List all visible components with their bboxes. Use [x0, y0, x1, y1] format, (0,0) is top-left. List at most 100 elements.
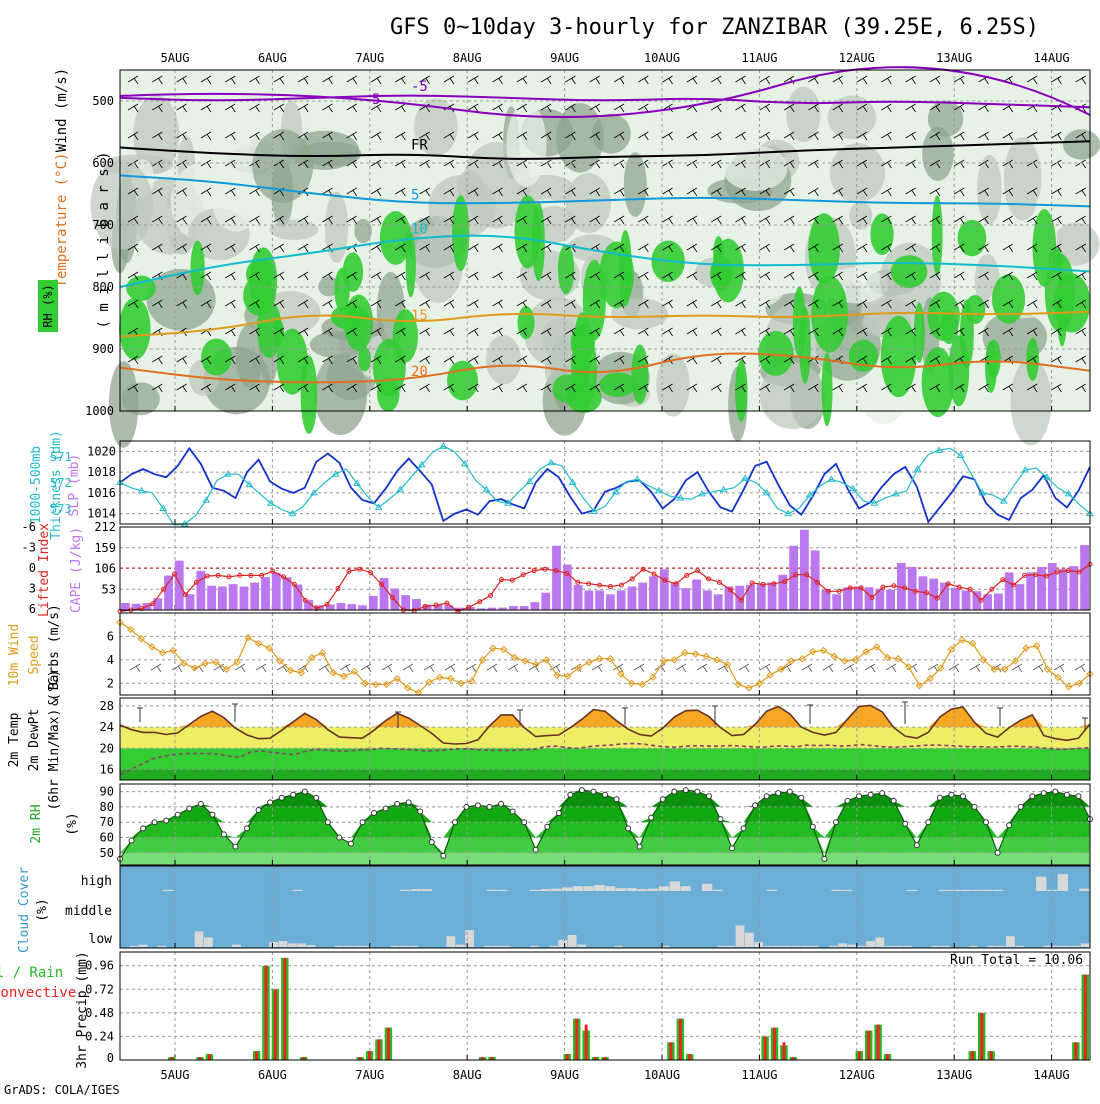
- bottom-day-label: 8AUG: [453, 1068, 482, 1082]
- rh2m-marker: [498, 800, 505, 807]
- thickness-line: [119, 445, 1091, 526]
- wind10-marker: [862, 647, 870, 656]
- wind-barb: [224, 327, 236, 337]
- rh2m-marker: [717, 816, 724, 823]
- rh2m-marker: [544, 823, 551, 830]
- li-marker: [629, 576, 635, 582]
- wind-barb: [759, 215, 771, 225]
- rh2m-marker: [983, 819, 990, 826]
- wind10-marker: [1086, 670, 1094, 678]
- cloud-bar-low: [203, 937, 213, 947]
- wind-barb: [881, 299, 892, 309]
- wind10-marker: [308, 653, 316, 662]
- wind10-marker: [841, 657, 849, 665]
- wind-barb: [322, 243, 333, 253]
- wind-barb: [589, 131, 601, 141]
- rh-green-blob: [957, 219, 987, 257]
- top-day-label: 9AUG: [550, 51, 579, 65]
- cloud-bar-low: [856, 945, 866, 947]
- wind-barb: [370, 215, 382, 225]
- cape-bar: [509, 606, 518, 610]
- precip-ytick: 0.96: [85, 959, 114, 973]
- surface-wind-barb: [1074, 663, 1086, 673]
- rh-blob: [354, 218, 372, 244]
- wind10-marker: [478, 656, 487, 664]
- rh2m-marker: [763, 793, 770, 800]
- wind-barb: [152, 215, 163, 225]
- precip-conv-bar: [170, 1057, 174, 1060]
- temp-band-yellow: [120, 727, 1090, 749]
- wind-barb: [516, 243, 528, 253]
- surface-wind-barb: [318, 663, 330, 673]
- rh-blob: [318, 276, 340, 297]
- li-ytick: -6: [22, 520, 36, 534]
- wind-barb: [176, 243, 187, 253]
- wind-barb: [419, 299, 430, 309]
- rh2m-marker: [729, 845, 736, 852]
- cape-bar: [552, 545, 561, 610]
- cloud-bar-high: [637, 889, 648, 891]
- wind-barb: [443, 243, 455, 253]
- rh2m-ytick: 50: [100, 846, 114, 860]
- thickness-marker: [805, 490, 814, 498]
- wind-barb: [540, 75, 552, 85]
- wind10-marker: [126, 625, 135, 634]
- cape-bar: [638, 582, 648, 610]
- cloud-bar-low: [716, 945, 726, 947]
- cloud-bar-low: [362, 945, 372, 947]
- temp-minmax-bar: [395, 711, 401, 728]
- thickness-marker: [1043, 473, 1051, 480]
- rh2m-marker: [659, 796, 666, 803]
- rh2m-frame: [119, 783, 1091, 866]
- wind-barb: [322, 327, 333, 337]
- wind-barb: [346, 215, 358, 225]
- surface-wind-barb: [129, 663, 141, 673]
- rh2m-marker: [844, 797, 851, 804]
- wind-barb: [832, 215, 844, 225]
- wind-barb: [346, 131, 358, 141]
- wind10-marker: [681, 649, 689, 657]
- rh2m-marker: [879, 790, 886, 797]
- wind-barb: [856, 243, 868, 253]
- wind-barb: [710, 103, 722, 113]
- wind10-marker: [830, 652, 838, 661]
- wind-barb: [297, 159, 309, 169]
- temp-minmax-bar: [902, 701, 908, 724]
- cape-bar: [649, 576, 658, 610]
- cloud-bar-low: [763, 945, 773, 947]
- rh2m-marker: [463, 803, 470, 810]
- rh-blob: [314, 353, 367, 435]
- wind-barb: [395, 159, 406, 169]
- wind-barb: [176, 355, 187, 365]
- cloud-bar-high: [842, 889, 853, 891]
- rh-green-blob: [931, 195, 943, 276]
- wind-barb: [710, 271, 722, 281]
- rh-green-blob: [808, 213, 840, 284]
- wind-barb: [249, 243, 260, 253]
- wind-barb: [710, 131, 722, 141]
- wind10-ytick: 2: [107, 676, 114, 690]
- cape-bar: [1069, 566, 1079, 610]
- cape-bar: [562, 564, 572, 610]
- rh2m-marker: [474, 802, 481, 809]
- surface-wind-barb: [549, 663, 561, 673]
- wind-barb: [710, 299, 722, 309]
- cloud-bar-low: [465, 930, 474, 947]
- rh2m-marker: [648, 814, 655, 821]
- bottom-day-label: 6AUG: [258, 1068, 287, 1082]
- li-marker: [640, 566, 646, 572]
- wind-barb: [783, 159, 795, 169]
- wind10-marker: [873, 643, 881, 651]
- cape-bar: [800, 529, 809, 610]
- wind-barb: [686, 75, 698, 85]
- li-ytick: 3: [29, 582, 36, 596]
- surface-wind-barb: [1011, 663, 1023, 673]
- rh-green-blob: [405, 232, 416, 298]
- wind-barb: [395, 271, 406, 281]
- rh-blob: [324, 191, 349, 263]
- cape-bar: [368, 595, 378, 610]
- li-marker: [902, 585, 908, 591]
- surface-wind-barb: [402, 663, 414, 673]
- wind-barb: [419, 215, 430, 225]
- wind-barb: [516, 355, 528, 365]
